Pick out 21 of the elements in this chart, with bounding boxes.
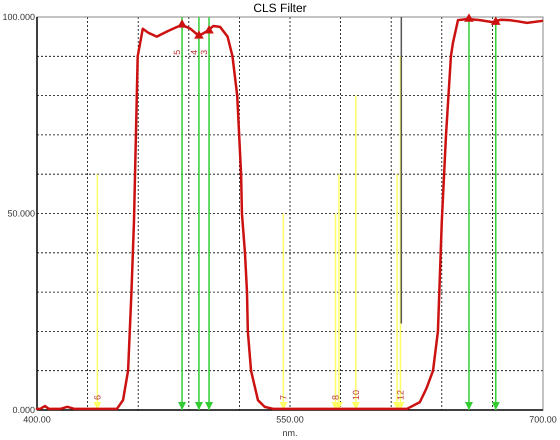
x-tick-label: 700.00 [529, 414, 557, 424]
annotation: 12 [395, 390, 406, 400]
point [464, 13, 474, 22]
y-tick-label: 100.000 [2, 12, 35, 22]
x-tick-label: 400.00 [23, 414, 51, 424]
y-tick-label: 0.000 [12, 404, 35, 415]
y-tick-label: 50.000 [7, 208, 35, 218]
annotation: 3 [199, 50, 210, 55]
x-axis-title: nm. [282, 428, 298, 438]
annotation: 10 [350, 390, 361, 400]
point [490, 16, 501, 25]
x-tick-label: 550.00 [276, 414, 304, 424]
annotation: 7 [278, 394, 288, 400]
point [194, 30, 204, 39]
annotation: 8 [330, 394, 341, 400]
annotation: 6 [92, 394, 102, 400]
annotation: 4 [188, 50, 199, 55]
chart-title: CLS Filter [253, 1, 307, 15]
annotation: 5 [172, 50, 182, 55]
point [177, 19, 187, 28]
point [204, 25, 214, 34]
